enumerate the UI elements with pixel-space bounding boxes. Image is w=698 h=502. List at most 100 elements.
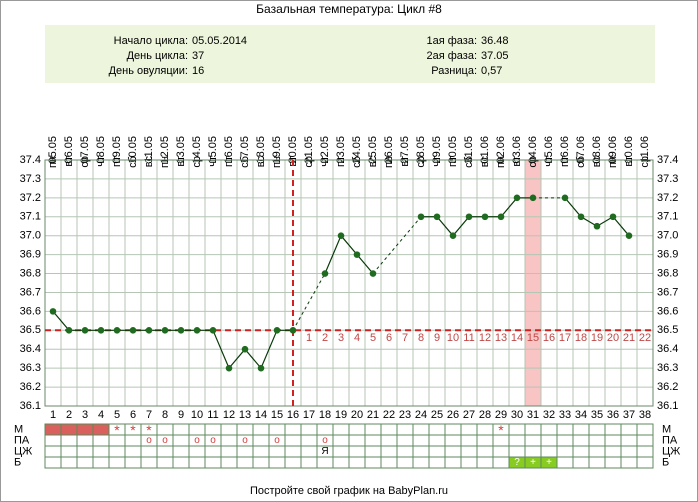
x-tick-label: 9	[178, 409, 184, 421]
date-label: 07.06	[575, 136, 587, 164]
temperature-point	[449, 232, 457, 239]
x-tick-label: 2	[66, 409, 72, 421]
date-label: 06.06	[559, 136, 571, 164]
table-cell	[156, 456, 174, 469]
table-cell	[412, 423, 430, 436]
temperature-point	[49, 308, 57, 315]
table-cell	[140, 456, 158, 469]
temperature-point	[193, 327, 201, 334]
table-cell	[236, 456, 254, 469]
y-tick-label-right: 36.7	[657, 286, 678, 298]
y-tick-label-right: 36.9	[657, 249, 678, 261]
table-cell	[524, 434, 542, 447]
table-cell	[428, 456, 446, 469]
table-cell	[348, 445, 366, 458]
table-cell	[364, 456, 382, 469]
date-label: 07.05	[79, 136, 91, 164]
table-cell	[620, 434, 638, 447]
cell-text: о	[146, 435, 152, 446]
y-tick-label-right: 37.0	[657, 230, 678, 242]
x-tick-label: 15	[271, 409, 283, 421]
table-cell	[332, 434, 350, 447]
table-cell	[348, 423, 366, 436]
x-tick-label: 26	[447, 409, 459, 421]
temperature-point	[129, 327, 137, 334]
date-label: 05.06	[543, 136, 555, 164]
table-cell	[396, 434, 414, 447]
weekday-label: ср	[303, 156, 315, 168]
row-label-right: Б	[662, 456, 669, 468]
date-label: 29.05	[431, 136, 443, 164]
temperature-point	[273, 327, 281, 334]
temperature-point	[417, 213, 425, 221]
weekday-label: вс	[479, 156, 491, 168]
y-tick-label: 36.3	[20, 362, 41, 374]
table-cell	[444, 434, 462, 447]
date-label: 13.05	[175, 136, 187, 164]
table-cell	[204, 456, 222, 469]
date-label: 22.05	[319, 136, 331, 164]
table-cell	[572, 434, 590, 447]
cell-text: о	[194, 435, 200, 446]
table-cell	[44, 456, 62, 469]
x-tick-label: 21	[367, 409, 379, 421]
date-label: 23.05	[335, 136, 347, 164]
temperature-point	[177, 327, 185, 334]
table-cell	[332, 423, 350, 436]
temperature-point	[513, 194, 521, 202]
table-cell	[508, 434, 526, 447]
y-tick-label-right: 36.8	[657, 267, 678, 279]
info-label: День овуляции:	[109, 65, 188, 77]
temperature-point	[257, 364, 265, 372]
x-tick-label: 28	[479, 409, 491, 421]
cell-text: о	[274, 435, 280, 446]
date-label: 11.05	[143, 136, 155, 163]
row-label-right: ПА	[662, 434, 678, 446]
weekday-label: ср	[79, 156, 91, 168]
table-cell	[156, 445, 174, 458]
table-cell	[636, 434, 654, 447]
x-tick-label: 25	[431, 409, 443, 421]
table-cell	[220, 456, 238, 469]
weekday-label: пт	[111, 156, 123, 167]
info-value: 05.05.2014	[192, 35, 247, 47]
table-cell	[316, 456, 334, 469]
table-cell	[300, 456, 318, 469]
date-label: 12.05	[159, 136, 171, 164]
luteal-day-label: 17	[559, 332, 571, 344]
y-tick-label: 37.3	[20, 173, 41, 185]
x-tick-label: 12	[223, 409, 235, 421]
table-cell	[348, 456, 366, 469]
x-tick-label: 6	[130, 409, 136, 421]
table-cell	[284, 456, 302, 469]
row-label-right: ЦЖ	[662, 445, 680, 457]
date-label: 17.05	[239, 136, 251, 164]
table-cell	[108, 456, 126, 469]
table-cell	[220, 434, 238, 447]
x-tick-label: 3	[82, 409, 88, 421]
luteal-day-label: 12	[479, 332, 491, 344]
footer: Постройте свой график на BabyPlan.ru	[250, 485, 448, 497]
x-tick-label: 37	[623, 409, 635, 421]
table-cell	[540, 423, 558, 436]
weekday-label: ср	[191, 156, 203, 168]
info-label: Разница:	[431, 65, 477, 77]
x-tick-label: 7	[146, 409, 152, 421]
table-cell	[92, 434, 110, 447]
table-cell	[460, 423, 478, 436]
table-cell	[428, 434, 446, 447]
table-cell	[444, 423, 462, 436]
weekday-label: пт	[335, 156, 347, 167]
weekday-label: вт	[511, 156, 523, 167]
date-label: 16.05	[223, 136, 235, 164]
y-tick-label: 36.2	[20, 381, 41, 393]
table-cell	[492, 445, 510, 458]
temperature-point	[529, 194, 537, 202]
weekday-label: вт	[399, 156, 411, 167]
table-cell	[60, 434, 78, 447]
cell-text: Я	[321, 446, 328, 457]
date-label: 25.05	[367, 136, 379, 164]
date-label: 06.05	[63, 136, 75, 164]
weekday-label: чт	[543, 156, 555, 167]
